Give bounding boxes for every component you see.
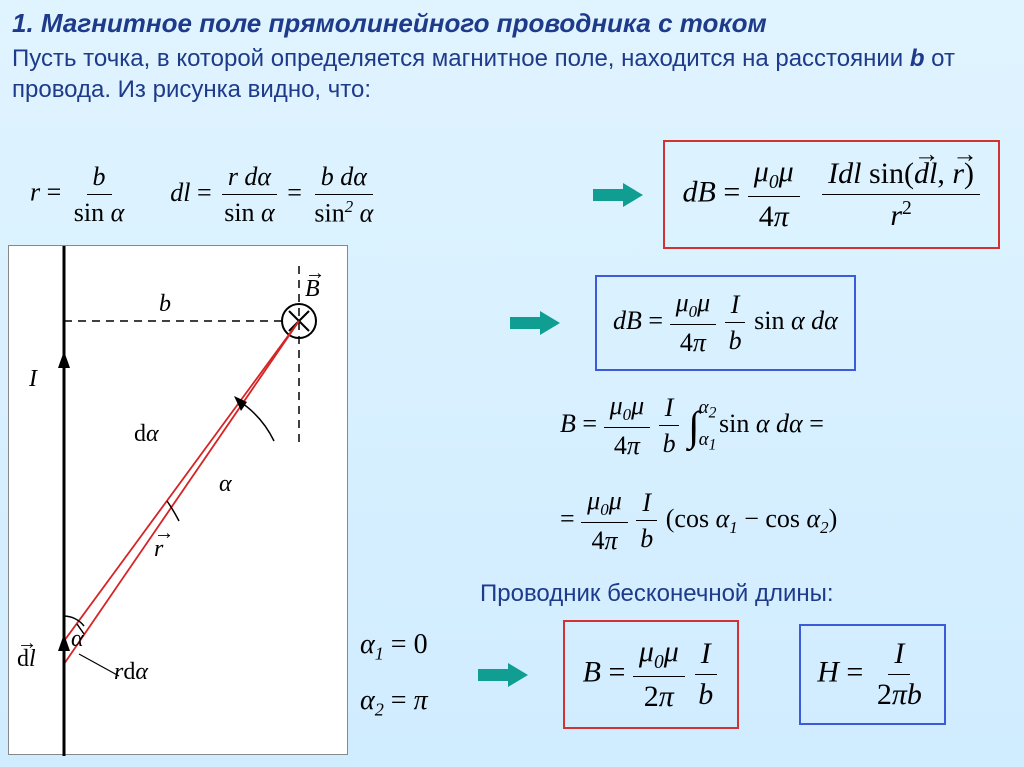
eq-dl: dl = r dαsin α = b dαsin2 α: [170, 161, 379, 229]
label-alpha-bot: α: [71, 626, 84, 653]
eq-B-final: B = μ0μ2π Ib: [563, 620, 740, 729]
equation-row-2: dB = μ0μ4π Ib sin α dα: [490, 275, 856, 371]
eq-dB-biot-savart: dB = μ0μ4π Idl sin(dl, r)r2: [663, 140, 1000, 249]
physics-diagram: b B I dα α r α rdα dl: [8, 245, 348, 755]
eq-B-cosines: = μ0μ4π Ib (cos α1 − cos α2): [560, 485, 837, 557]
equation-row-final: α1 = 0 α2 = π B = μ0μ2π Ib H = I2πb: [360, 620, 946, 729]
label-I: I: [29, 366, 37, 393]
arrow-right-icon: [593, 183, 643, 207]
infinite-conductor-text: Проводник бесконечной длины:: [480, 580, 834, 608]
diagram-svg: [9, 246, 349, 756]
label-rdalpha: rdα: [114, 659, 148, 686]
alpha-limits: α1 = 0 α2 = π: [360, 629, 428, 720]
label-alpha-top: α: [219, 471, 232, 498]
label-b: b: [159, 291, 171, 318]
label-B-vector: B: [305, 276, 320, 303]
label-r-vector: r: [154, 536, 163, 563]
desc-part1: Пусть точка, в которой определяется магн…: [12, 45, 910, 72]
arrow-right-icon: [478, 663, 528, 687]
page-title: 1. Магнитное поле прямолинейного проводн…: [0, 0, 1024, 43]
label-dl-vector: dl: [17, 646, 36, 673]
desc-bold-b: b: [910, 45, 925, 72]
arrow-right-icon: [510, 311, 560, 335]
eq-r: r = bsin α: [30, 161, 130, 228]
eq-B-integral: B = μ0μ4π Ib ∫α2α1 sin α dα =: [560, 390, 824, 462]
eq-H-final: H = I2πb: [799, 624, 946, 725]
label-dalpha: dα: [134, 421, 159, 448]
description-text: Пусть точка, в которой определяется магн…: [0, 43, 1024, 115]
eq-dB-simplified: dB = μ0μ4π Ib sin α dα: [595, 275, 856, 371]
equation-row-1: r = bsin α dl = r dαsin α = b dαsin2 α d…: [30, 140, 1000, 249]
